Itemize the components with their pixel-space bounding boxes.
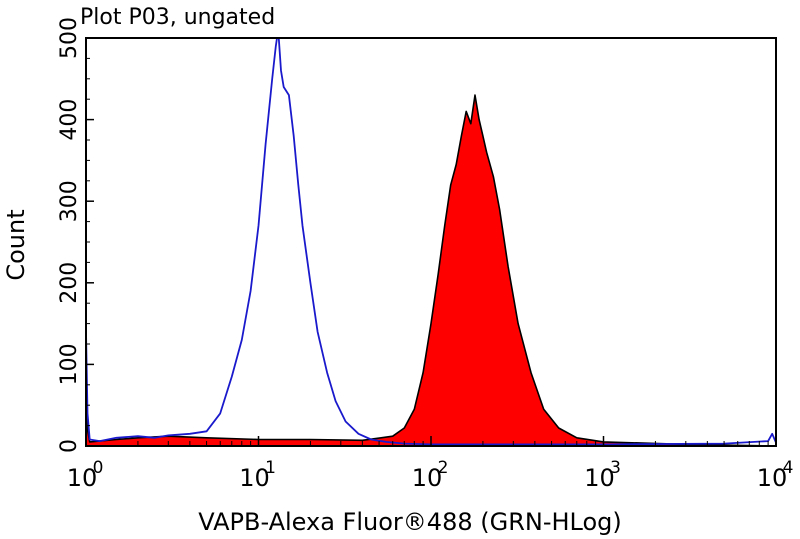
chart-title: Plot P03, ungated — [80, 5, 275, 30]
y-tick-label: 100 — [57, 343, 82, 385]
x-tick-label: 10 — [584, 464, 615, 492]
histogram-outline-series — [86, 38, 776, 446]
y-tick-label: 200 — [57, 262, 82, 304]
y-axis-label: Count — [2, 209, 30, 280]
x-tick-label: 10 — [239, 464, 270, 492]
x-tick-exponent: 4 — [783, 458, 794, 478]
x-axis-label: VAPB-Alexa Fluor®488 (GRN-HLog) — [198, 508, 622, 536]
x-tick-exponent: 1 — [265, 458, 276, 478]
x-tick-label: 10 — [67, 464, 98, 492]
x-tick-exponent: 2 — [438, 458, 449, 478]
x-axis: 100 101 102 103 104 — [67, 436, 794, 492]
y-tick-label: 300 — [57, 180, 82, 222]
x-tick-label: 10 — [757, 464, 788, 492]
x-tick-exponent: 0 — [93, 458, 104, 478]
x-tick-label: 10 — [412, 464, 443, 492]
plot-area — [86, 38, 776, 446]
histogram-filled-area — [86, 95, 776, 446]
histogram-filled-outline — [86, 94, 776, 446]
y-tick-label: 0 — [57, 439, 82, 453]
y-axis: 0 100 200 300 400 500 — [57, 17, 94, 453]
y-tick-label: 400 — [57, 99, 82, 141]
y-tick-label: 500 — [57, 17, 82, 59]
x-tick-exponent: 3 — [610, 458, 621, 478]
